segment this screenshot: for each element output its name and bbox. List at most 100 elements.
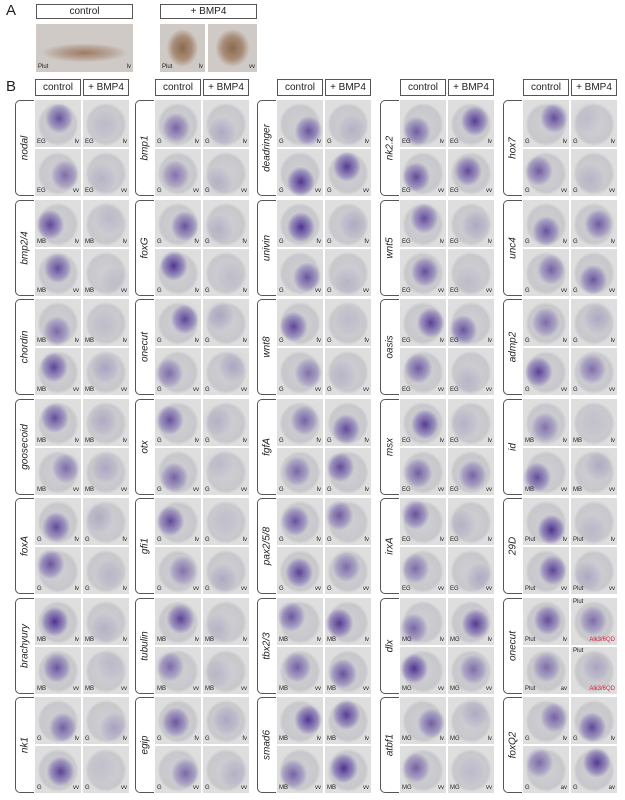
view-label: lv: [242, 139, 247, 145]
view-label: vv: [609, 586, 615, 592]
micrograph: MB lv: [83, 398, 129, 446]
stage-label: MB: [85, 387, 94, 393]
stage-label: EG: [402, 338, 411, 344]
stage-label: G: [205, 537, 210, 543]
gene-name: goosecoid: [19, 423, 31, 470]
view-label: lv: [487, 437, 492, 444]
stage-label: Plut: [573, 647, 584, 654]
treatment-label: Alk3/6QD: [589, 685, 615, 692]
stage-label: G: [157, 287, 162, 294]
view-label: lv: [74, 736, 79, 742]
view-label: vv: [486, 685, 492, 692]
micrograph: MG vv: [400, 646, 446, 694]
view-label: vv: [438, 387, 444, 393]
view-label: lv: [610, 139, 615, 145]
view-label: vv: [561, 586, 567, 592]
view-label: vv: [193, 785, 199, 791]
view-label: fv: [316, 238, 321, 245]
column-header: control: [277, 79, 323, 96]
view-label: vv: [609, 188, 615, 194]
view-label: vv: [486, 486, 492, 493]
view-label: fv: [194, 736, 199, 742]
micrograph: EG lv: [83, 100, 129, 147]
gene-label-box: tbx2/3: [257, 597, 276, 694]
gene-name: wnt5: [384, 236, 396, 259]
column-header: + BMP4: [325, 79, 371, 96]
view-label: fv: [316, 537, 321, 543]
micrograph: Plut av: [523, 646, 569, 694]
stage-label: G: [279, 338, 284, 344]
micrograph: MB vv: [35, 248, 81, 296]
view-label: lv: [316, 736, 321, 742]
view-label: lv: [242, 537, 247, 543]
gene-name: foxG: [139, 236, 151, 259]
gene-name: dlx: [384, 639, 396, 652]
view-label: lv: [74, 338, 79, 344]
column-header: + BMP4: [83, 79, 129, 96]
gene-name: brachyury: [19, 623, 31, 668]
view-label: lv: [74, 437, 79, 444]
stage-label: EG: [402, 437, 411, 444]
gene-label-box: univin: [257, 199, 276, 296]
view-label: vv: [561, 188, 567, 194]
gene-label-box: onecut: [503, 597, 522, 694]
view-label: vv: [241, 387, 247, 393]
view-label: fv: [364, 437, 369, 444]
stage-label: MG: [450, 785, 460, 791]
micrograph: EG vv: [448, 149, 494, 196]
view-label: lv: [74, 586, 79, 592]
micrograph: MB lv: [277, 597, 323, 645]
micrograph: MB vv: [277, 646, 323, 694]
micrograph: EG vv: [400, 348, 446, 395]
view-label: vv: [315, 785, 321, 791]
stage-label: G: [525, 238, 530, 245]
stage-label: G: [279, 586, 284, 592]
micrograph: EG lv: [448, 299, 494, 346]
stage-label: MB: [279, 685, 288, 692]
header-text: control: [530, 82, 561, 93]
micrograph: EG lv: [400, 498, 446, 545]
view-label: vv: [486, 188, 492, 194]
view-label: lv: [194, 287, 199, 294]
column-header: + BMP4: [571, 79, 617, 96]
view-label: lv: [242, 636, 247, 643]
stage-label: G: [279, 238, 284, 245]
gene-label-box: onecut: [135, 299, 154, 395]
gene-label-box: egip: [135, 697, 154, 793]
stage-label: G: [205, 586, 210, 592]
micrograph: Plut vv: [523, 547, 569, 594]
view-label: lv: [487, 238, 492, 245]
view-label: vv: [315, 188, 321, 194]
gene-name: deadringer: [261, 124, 273, 172]
stage-label: G: [327, 537, 332, 543]
micrograph: EG lv: [400, 299, 446, 346]
stage-label: MB: [37, 437, 46, 444]
stage-label: EG: [450, 586, 459, 592]
view-label: lv: [562, 238, 567, 245]
micrograph: EG lv: [400, 199, 446, 247]
stage-label: MB: [327, 785, 336, 791]
micrograph: EG lv: [35, 100, 81, 147]
view-label: vv: [121, 785, 127, 791]
stage-label: MB: [279, 636, 288, 643]
stage-label: MG: [402, 785, 412, 791]
view-label: lv: [122, 437, 127, 444]
view-label: vv: [486, 785, 492, 791]
micrograph: Plut lv: [571, 498, 617, 545]
micrograph: MB lv: [277, 697, 323, 744]
stage-label: Plut: [525, 685, 536, 692]
view-label: vv: [438, 486, 444, 493]
view-label: vv: [363, 188, 369, 194]
view-label: vv: [609, 387, 615, 393]
